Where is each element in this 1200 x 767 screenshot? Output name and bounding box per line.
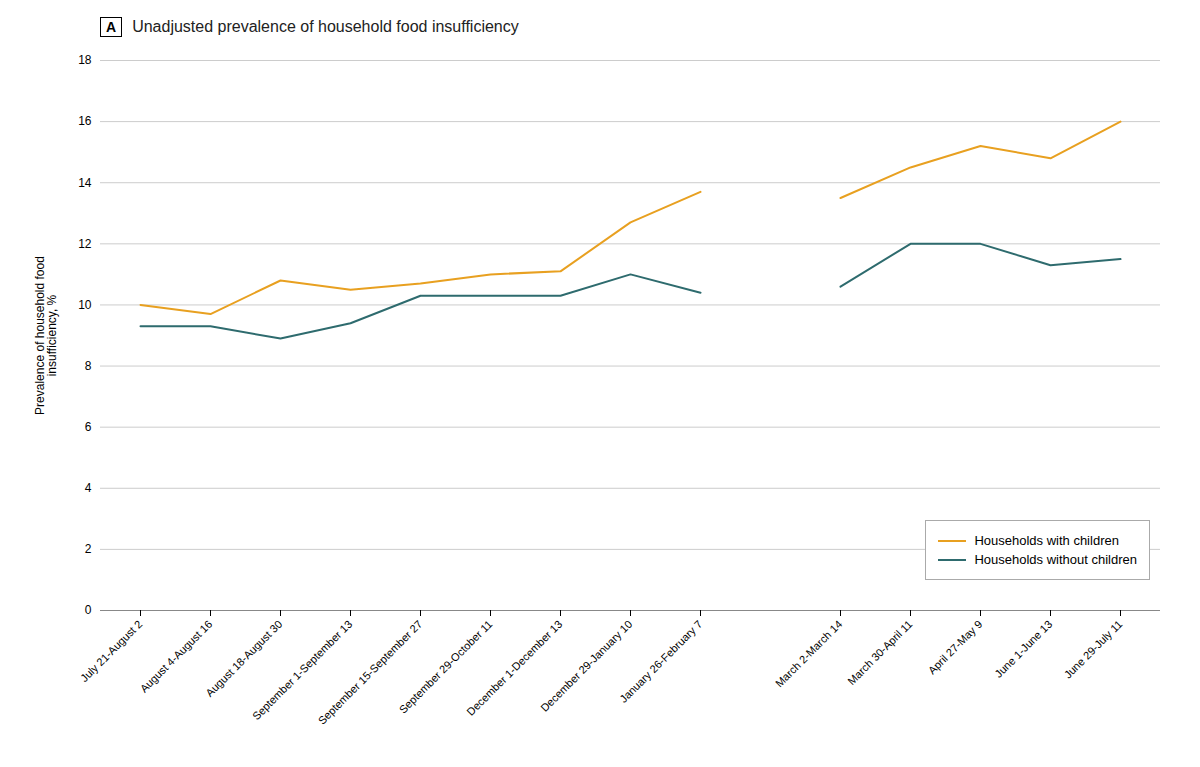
svg-text:September 15-September 27: September 15-September 27 xyxy=(315,617,425,727)
svg-text:14: 14 xyxy=(78,176,92,190)
svg-text:Prevalence of household foodin: Prevalence of household foodinsufficienc… xyxy=(33,256,59,415)
svg-text:August 18-August 30: August 18-August 30 xyxy=(203,618,284,699)
html-text:A: A xyxy=(106,19,117,35)
svg-text:December 1-December 13: December 1-December 13 xyxy=(464,617,565,718)
svg-text:12: 12 xyxy=(78,237,92,251)
svg-text:0: 0 xyxy=(85,603,92,617)
svg-text:January 26-February 7: January 26-February 7 xyxy=(617,618,704,705)
html-text:Unadjusted prevalence of house: Unadjusted prevalence of household food … xyxy=(132,18,519,35)
svg-text:8: 8 xyxy=(85,359,92,373)
svg-text:July 21-August 2: July 21-August 2 xyxy=(78,618,144,684)
html-text:Households with children: Households with children xyxy=(974,533,1119,548)
svg-text:April 27-May 9: April 27-May 9 xyxy=(926,618,985,677)
svg-text:18: 18 xyxy=(78,53,92,67)
svg-text:2: 2 xyxy=(85,542,92,556)
svg-text:September 29-October 11: September 29-October 11 xyxy=(396,617,495,716)
svg-text:December 29-January 10: December 29-January 10 xyxy=(538,617,635,714)
svg-text:6: 6 xyxy=(85,420,92,434)
svg-text:10: 10 xyxy=(78,298,92,312)
svg-text:June 29-July 11: June 29-July 11 xyxy=(1062,618,1125,681)
svg-text:March 2-March 14: March 2-March 14 xyxy=(773,618,845,690)
svg-text:September 1-September 13: September 1-September 13 xyxy=(249,617,355,723)
svg-text:June 1-June 13: June 1-June 13 xyxy=(992,618,1054,680)
svg-text:August 4-August 16: August 4-August 16 xyxy=(138,618,215,695)
svg-text:16: 16 xyxy=(78,114,92,128)
svg-text:March 30-April 11: March 30-April 11 xyxy=(845,618,914,687)
svg-text:4: 4 xyxy=(85,481,92,495)
html-text:Households without children: Households without children xyxy=(974,552,1137,567)
